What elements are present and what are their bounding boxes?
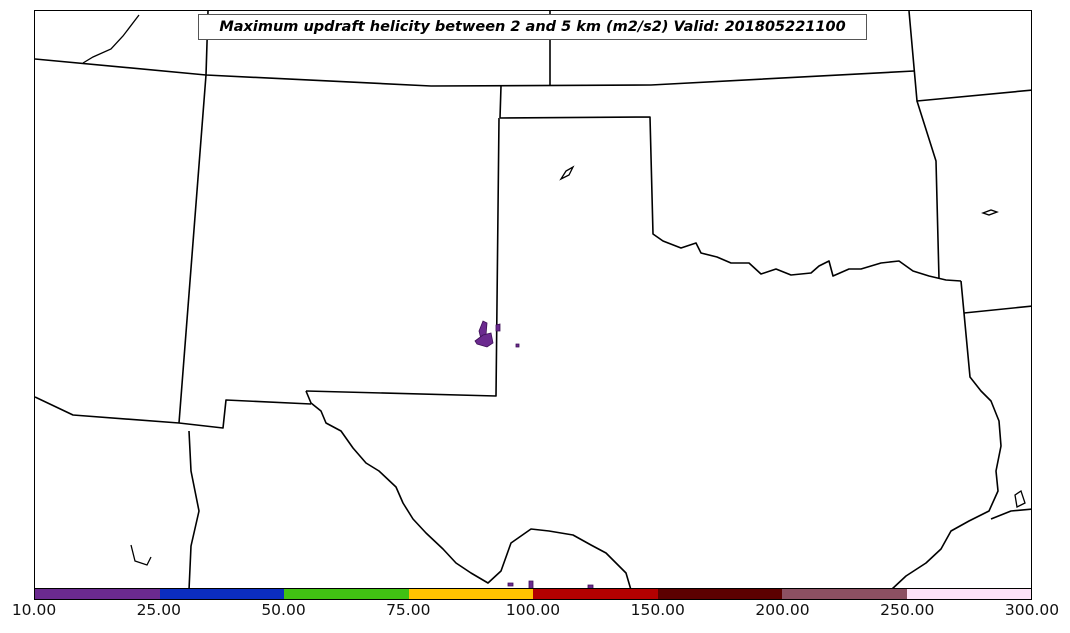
state-border-ar-la	[963, 305, 1031, 314]
state-border-north	[35, 58, 915, 87]
helicity-swath	[495, 323, 501, 332]
colorbar-segment	[657, 589, 782, 599]
gulf-coast	[990, 508, 1031, 520]
helicity-swath	[515, 343, 520, 348]
colorbar-segment	[782, 589, 907, 599]
state-border-mexico	[188, 430, 200, 591]
colorbar-segment	[159, 589, 284, 599]
colorbar-segment	[906, 589, 1031, 599]
colorbar-tick-label: 10.00	[11, 601, 57, 619]
helicity-swaths	[474, 320, 594, 590]
lake-shape	[981, 209, 999, 216]
state-border-co-ut	[178, 74, 207, 424]
helicity-swath	[474, 332, 494, 348]
colorbar-tick-label: 25.00	[136, 601, 181, 619]
colorbar-tick-label: 50.00	[261, 601, 306, 619]
state-border-az	[35, 396, 312, 429]
colorbar-tick-label: 75.00	[386, 601, 431, 619]
state-border-ok-panhandle	[499, 116, 962, 282]
helicity-swath	[507, 582, 514, 587]
map-panel	[34, 10, 1032, 599]
state-border-mo-ar	[916, 100, 940, 280]
map-title: Maximum updraft helicity between 2 and 5…	[198, 14, 867, 40]
colorbar-segment	[408, 589, 533, 599]
lake-shape	[1014, 489, 1026, 508]
lake-shape	[82, 14, 140, 64]
colorbar-tick-labels: 10.00 25.00 50.00 75.00 100.00 150.00 200.00 25…	[12, 600, 1059, 625]
state-border-tx-nm	[305, 117, 500, 397]
state-border-tx-la	[890, 280, 1002, 591]
colorbar-tick-label: 200.00	[755, 601, 810, 619]
map-canvas	[35, 11, 1031, 591]
state-border-mo	[908, 11, 1031, 102]
texas-border	[305, 390, 632, 591]
colorbar	[34, 588, 1032, 600]
colorbar-segment	[533, 589, 658, 599]
lake-shape	[559, 165, 575, 181]
state-border-co-ks	[499, 85, 502, 119]
colorbar-tick-label: 250.00	[880, 601, 935, 619]
colorbar-tick-label: 100.00	[505, 601, 561, 619]
colorbar-tick-label: 300.00	[1004, 601, 1060, 619]
colorbar-segment	[35, 589, 160, 599]
lake-shape	[130, 544, 152, 566]
colorbar-tick-label: 150.00	[630, 601, 685, 619]
colorbar-segment	[284, 589, 409, 599]
